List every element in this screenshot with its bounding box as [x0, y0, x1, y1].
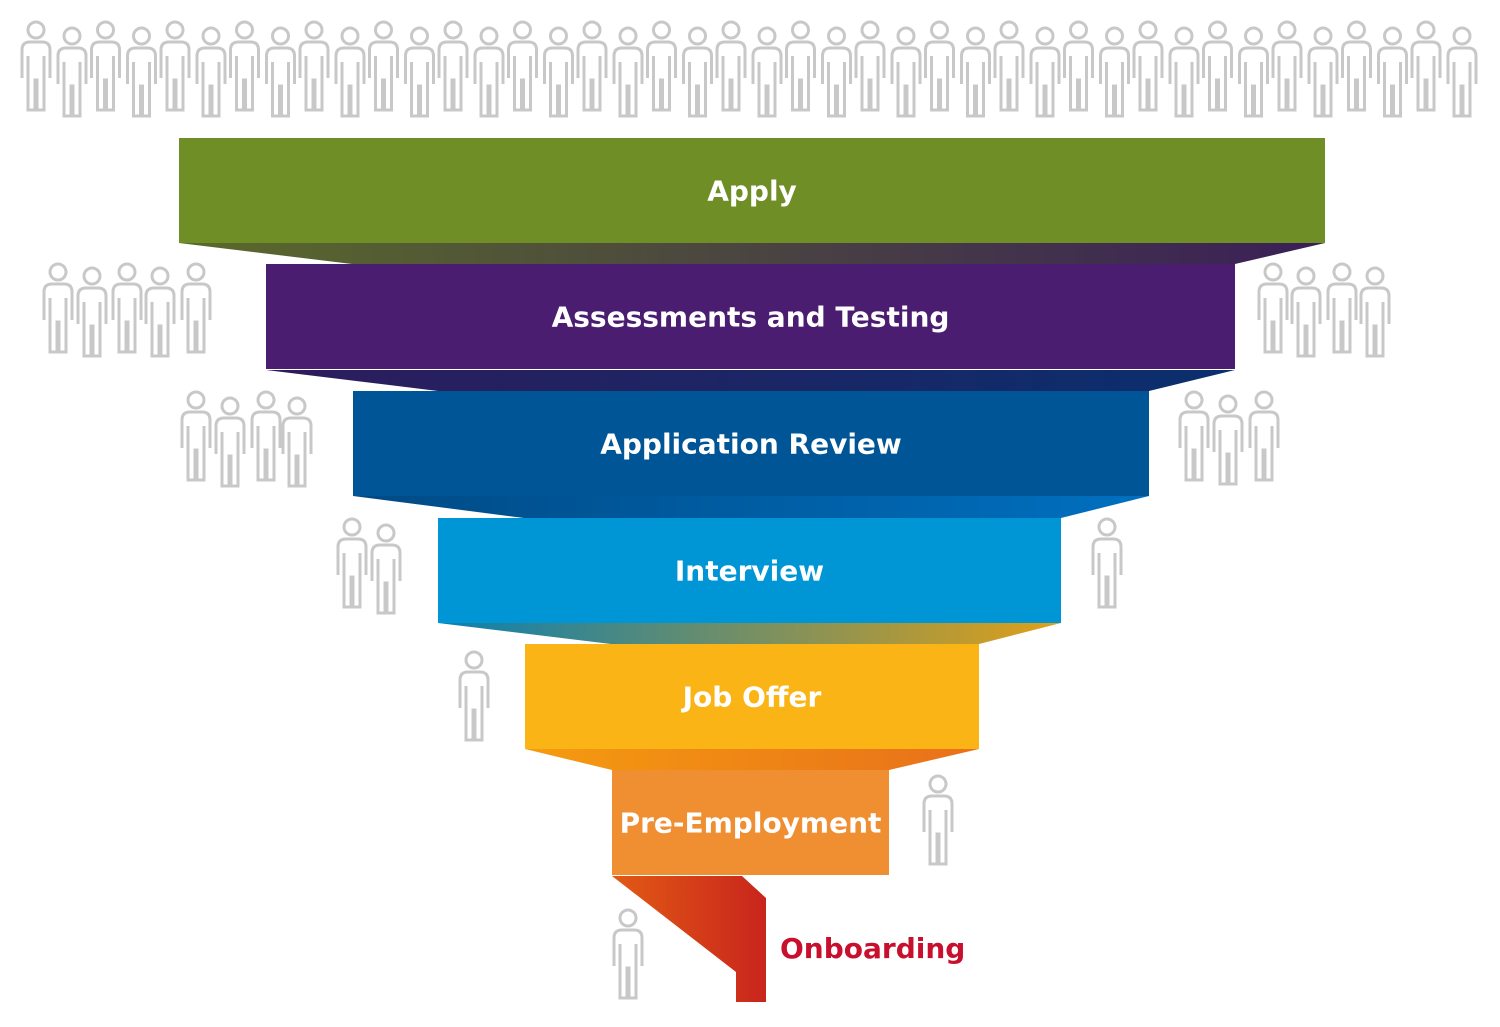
person-icon: [1257, 262, 1289, 354]
person-icon: [458, 650, 490, 742]
person-icon: [214, 396, 246, 488]
person-icon: [1178, 390, 1210, 482]
person-icon: [265, 26, 296, 118]
person-icon: [1326, 262, 1358, 354]
person-icon: [507, 20, 538, 112]
person-icon: [1271, 20, 1303, 112]
person-icon: [1410, 20, 1442, 112]
person-icon: [180, 262, 212, 354]
person-icon: [646, 20, 677, 112]
person-icon: [715, 20, 747, 112]
person-icon: [336, 517, 368, 609]
person-icon: [1341, 20, 1372, 112]
person-icon: [437, 20, 469, 112]
person-icon: [1212, 394, 1244, 486]
stage-label-job-offer: Job Offer: [681, 681, 822, 714]
person-icon: [993, 20, 1025, 112]
person-icon: [1132, 20, 1164, 112]
person-icon: [960, 26, 991, 118]
fold-4: [438, 623, 1061, 644]
stage-band-pre-employment: [612, 770, 889, 875]
fold-2: [266, 370, 1235, 391]
person-icon: [922, 774, 954, 866]
person-icon: [126, 26, 157, 118]
person-icon: [1377, 26, 1408, 118]
person-icon: [42, 262, 74, 354]
person-icon: [473, 26, 505, 118]
person-icon: [76, 266, 108, 358]
stage-label-interview: Interview: [675, 555, 824, 588]
person-icon: [785, 20, 816, 112]
person-icon: [890, 26, 922, 118]
fold-3: [353, 496, 1149, 518]
person-icon: [1359, 266, 1391, 358]
stage-label-apply: Apply: [707, 175, 797, 208]
fold-5: [525, 749, 979, 770]
person-icon: [1238, 26, 1269, 118]
person-icon: [370, 523, 402, 615]
person-icon: [1290, 266, 1322, 358]
person-icon: [1248, 390, 1280, 482]
funnel-stages: Apply Assessments and Testing Application …: [179, 138, 1325, 875]
person-icon: [195, 26, 227, 118]
stage-band-apply: [179, 138, 1325, 243]
person-icon: [144, 266, 176, 358]
stage-band-interview: [438, 518, 1061, 623]
person-icon: [298, 20, 330, 112]
person-icon: [1446, 26, 1478, 118]
stage-band-application-review: [353, 391, 1149, 496]
stage-band-assessments-and-testing: [266, 264, 1235, 369]
stage-label-application-review: Application Review: [600, 428, 902, 461]
person-icon: [229, 20, 260, 112]
person-icon: [250, 390, 282, 482]
person-icon: [612, 908, 644, 1000]
person-icon: [682, 26, 713, 118]
person-icon: [1168, 26, 1200, 118]
person-icon: [1029, 26, 1061, 118]
person-icon: [111, 262, 143, 354]
stage-label-assessments-and-testing: Assessments and Testing: [552, 301, 950, 334]
person-icon: [180, 390, 212, 482]
person-icon: [821, 26, 852, 118]
person-icon: [751, 26, 783, 118]
stage-label-onboarding: Onboarding: [780, 932, 965, 965]
person-icon: [612, 26, 644, 118]
person-icon: [1307, 26, 1339, 118]
person-icon: [924, 20, 955, 112]
person-icon: [854, 20, 886, 112]
person-icon: [1202, 20, 1233, 112]
person-icon: [20, 20, 52, 112]
person-icon: [281, 396, 313, 488]
person-icon: [1091, 517, 1123, 609]
person-icon: [56, 26, 88, 118]
person-icon: [404, 26, 435, 118]
person-icon: [368, 20, 399, 112]
stage-band-job-offer: [525, 644, 979, 749]
person-icon: [1063, 20, 1094, 112]
person-icon: [576, 20, 608, 112]
fold-1: [179, 243, 1325, 264]
person-icon: [334, 26, 366, 118]
stage-label-pre-employment: Pre-Employment: [620, 807, 882, 840]
onboarding-ribbon: [612, 876, 766, 1002]
person-icon: [159, 20, 191, 112]
crowd-people-icons: [20, 20, 1478, 118]
person-icon: [90, 20, 121, 112]
person-icon: [1099, 26, 1130, 118]
person-icon: [543, 26, 574, 118]
